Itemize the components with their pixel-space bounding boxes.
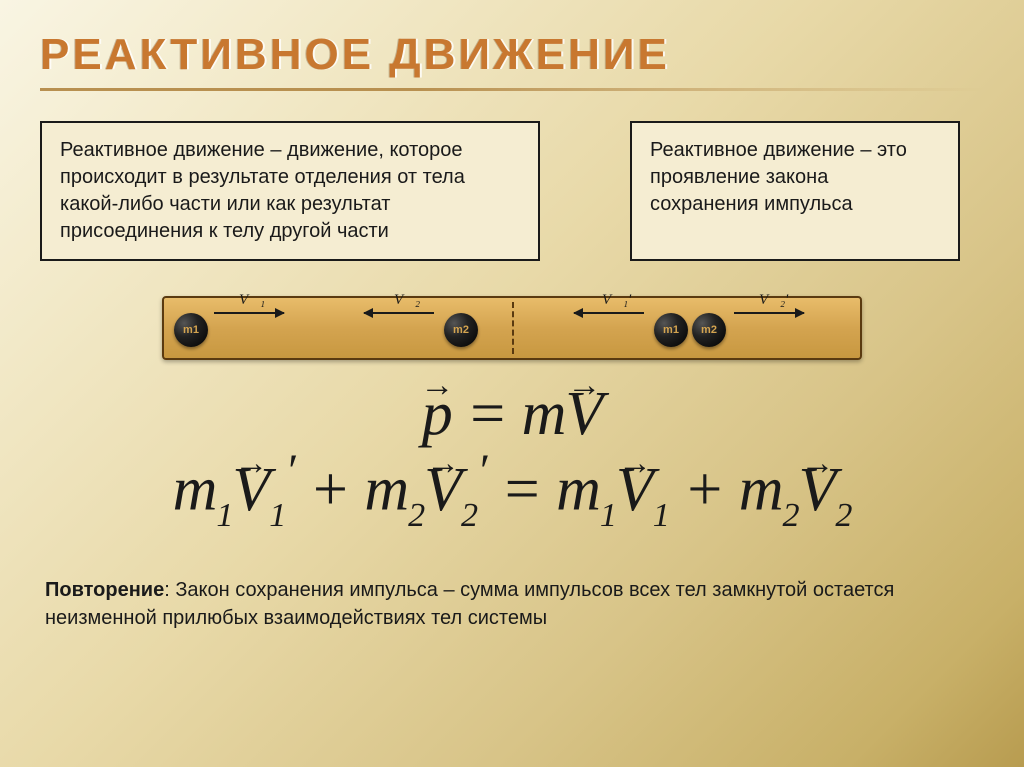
sym-m1l: m [173,456,217,524]
ball-m1-before: m1 [174,313,208,347]
diagram-divider [512,302,514,354]
definition-row: Реактивное движение – движение, которое … [40,121,984,261]
sub-2b: 2 [461,497,477,534]
definition-box-right: Реактивное движение – это проявление зак… [630,121,960,261]
title-underline [40,88,984,91]
sub-1a: 1 [216,497,232,534]
sub-1c: 1 [600,497,616,534]
sym-m1r: m [556,456,600,524]
formula-block: →p = m→V m1→V1′ + m2→V2′ = m1→V1 + m2→V2 [40,380,984,531]
arrow-v2 [364,312,434,314]
formula-conservation: m1→V1′ + m2→V2′ = m1→V1 + m2→V2 [40,450,984,531]
arrow-v1 [214,312,284,314]
label-v1p: V⃗₁' [602,292,631,309]
sub-1d: 1 [653,497,669,534]
formula-momentum: →p = m→V [40,380,984,448]
ball-m2-after: m2 [692,313,726,347]
sub-2c: 2 [782,497,798,534]
slide-container: РЕАКТИВНОЕ ДВИЖЕНИЕ Реактивное движение … [0,0,1024,767]
label-v2: V⃗₂ [394,292,420,309]
collision-diagram: m1 V⃗₁ V⃗₂ m2 V⃗₁' m1 m2 V⃗₂' [162,296,862,360]
arrow-v1p [574,312,644,314]
slide-title: РЕАКТИВНОЕ ДВИЖЕНИЕ [40,30,984,80]
definition-box-left: Реактивное движение – движение, которое … [40,121,540,261]
label-v2p: V⃗₂' [759,292,788,309]
sym-m2l: m [364,456,408,524]
plus-2: + [669,456,739,524]
sub-1b: 1 [269,497,285,534]
plus-1: + [294,456,364,524]
footer-bold: Повторение [45,579,164,601]
ball-m2-before: m2 [444,313,478,347]
ball-m1-after: m1 [654,313,688,347]
arrow-v2p [734,312,804,314]
prime-2: ′ [477,446,486,497]
sub-2a: 2 [408,497,424,534]
footer-rest: : Закон сохранения импульса – сумма импу… [45,579,894,629]
sym-eq1: = m [452,380,566,448]
label-v1: V⃗₁ [239,292,265,309]
sym-eq2: = [486,456,556,524]
sym-m2r: m [739,456,783,524]
sub-2d: 2 [835,497,851,534]
prime-1: ′ [285,446,294,497]
footer-text: Повторение: Закон сохранения импульса – … [40,576,984,632]
